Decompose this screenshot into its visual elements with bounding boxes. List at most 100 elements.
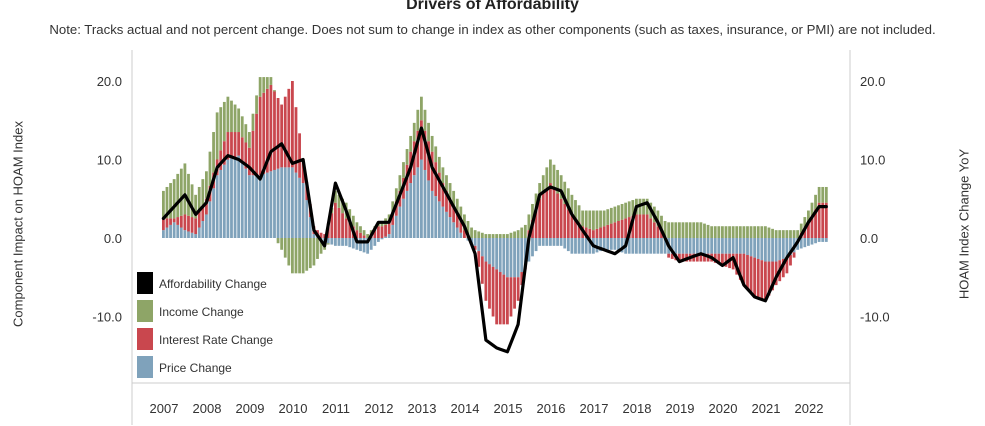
bar-income [183, 163, 187, 215]
bar-interest [437, 172, 441, 202]
legend-swatch [137, 356, 153, 378]
bar-interest [606, 224, 610, 238]
bar-price [498, 238, 502, 273]
bar-income [312, 238, 316, 266]
bar-price [459, 232, 463, 238]
bar-price [685, 238, 688, 254]
bar-income [205, 171, 208, 199]
bar-interest [516, 277, 520, 301]
bar-income [491, 234, 495, 238]
bar-interest [334, 202, 337, 238]
y-tick-right: 20.0 [860, 74, 885, 89]
bar-income [283, 238, 287, 258]
bar-price [197, 227, 201, 238]
bar-interest [807, 222, 810, 238]
bar-income [620, 203, 624, 220]
bar-price [717, 238, 721, 254]
bar-price [767, 238, 771, 262]
bar-price [520, 238, 524, 273]
bar-income [405, 149, 409, 165]
bar-price [262, 173, 266, 238]
bar-income [807, 210, 810, 223]
x-tick: 2016 [537, 401, 566, 416]
bar-interest [423, 130, 427, 170]
bar-price [441, 206, 445, 238]
bar-price [341, 238, 344, 246]
bar-income [592, 210, 595, 231]
bar-price [172, 222, 176, 238]
bar-income [420, 96, 423, 121]
bar-interest [498, 272, 502, 325]
bar-price [398, 206, 402, 238]
bar-income [724, 226, 728, 238]
bar-price [484, 238, 488, 262]
bar-interest [384, 224, 387, 237]
bar-income [692, 222, 696, 238]
bar-interest [445, 190, 448, 212]
legend-swatch [137, 272, 153, 294]
bar-interest [201, 205, 205, 221]
bar-income [459, 206, 463, 223]
bar-price [437, 201, 441, 238]
bar-interest [559, 198, 563, 238]
bar-income [165, 186, 169, 219]
bar-price [807, 238, 810, 246]
y-tick-left: 10.0 [97, 153, 122, 168]
bar-interest [753, 257, 757, 297]
bar-price [559, 238, 563, 246]
bar-income [541, 175, 545, 194]
bar-price [412, 175, 416, 238]
bar-price [574, 238, 577, 254]
bar-interest [495, 269, 499, 325]
bar-interest [416, 130, 420, 168]
bar-interest [502, 274, 506, 325]
bar-income [785, 230, 789, 238]
bar-income [728, 226, 731, 238]
bar-price [545, 238, 549, 246]
bar-interest [380, 226, 384, 238]
bar-income [233, 104, 237, 133]
x-tick: 2013 [408, 401, 437, 416]
bar-price [366, 238, 370, 254]
bar-interest [244, 142, 248, 169]
bar-interest [265, 88, 269, 173]
bar-interest [248, 147, 251, 176]
bar-price [380, 238, 384, 240]
bar-income [799, 223, 803, 233]
bar-price [549, 238, 552, 246]
bar-income [513, 231, 516, 238]
bar-price [613, 238, 617, 250]
legend-label: Income Change [159, 305, 244, 319]
bar-income [581, 210, 585, 227]
bar-interest [359, 232, 362, 238]
bar-interest [824, 202, 828, 238]
bar-income [423, 109, 427, 131]
bar-interest [549, 183, 552, 238]
bar-interest [187, 215, 190, 232]
bar-income [685, 222, 688, 238]
bar-price [427, 180, 430, 238]
bar-price [208, 201, 212, 238]
bar-income [703, 223, 706, 238]
bar-interest [362, 235, 366, 238]
bar-income [301, 238, 305, 274]
bar-interest [230, 132, 233, 159]
bar-income [305, 238, 309, 271]
bar-price [602, 238, 606, 250]
bar-income [212, 132, 215, 173]
bar-price [480, 238, 484, 257]
bar-income [810, 202, 814, 216]
bar-price [255, 175, 258, 238]
bar-price [652, 238, 656, 254]
bar-price [373, 238, 377, 246]
bar-income [753, 226, 757, 238]
bar-income [609, 207, 613, 224]
bar-income [326, 243, 330, 245]
bar-price [713, 238, 717, 254]
y-tick-left: 20.0 [97, 74, 122, 89]
bar-price [728, 238, 731, 254]
bar-price [362, 238, 366, 253]
bar-income [774, 230, 778, 238]
bar-price [387, 234, 391, 238]
bar-income [255, 95, 258, 114]
